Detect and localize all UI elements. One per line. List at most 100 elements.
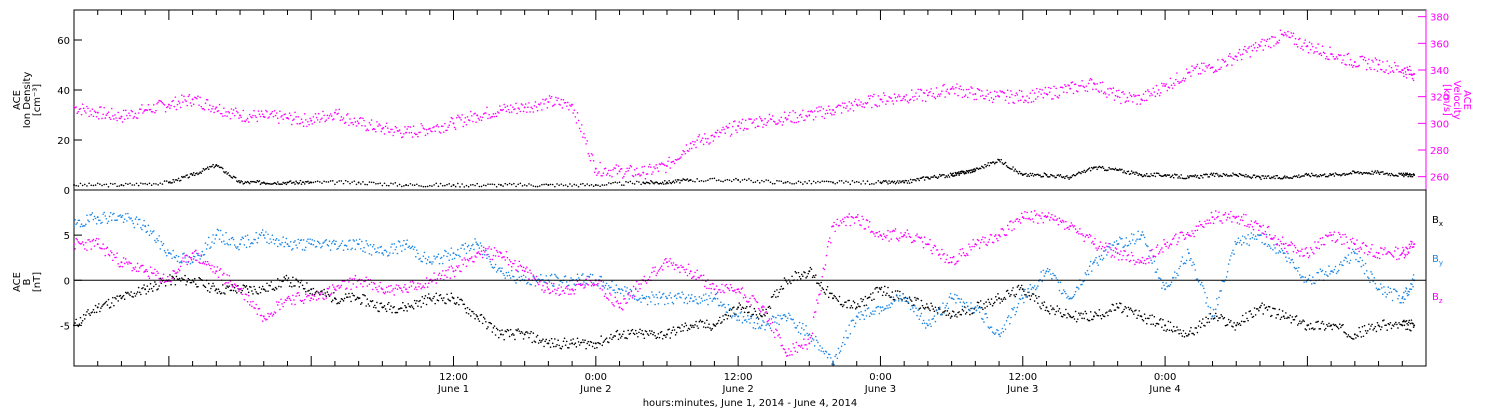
velocity-fill-point <box>542 99 544 101</box>
velocity-fill-point <box>443 131 445 133</box>
by-fill-point <box>211 241 213 243</box>
bx-fill-point <box>798 272 800 274</box>
by-fill-point <box>665 296 667 298</box>
density-fill-point <box>768 180 770 182</box>
density-fill-point <box>1145 175 1147 177</box>
velocity-fill-point <box>465 117 467 119</box>
velocity-fill-point <box>725 126 727 128</box>
velocity-fill-point <box>448 124 450 126</box>
density-fill-point <box>699 180 701 182</box>
density-fill-point <box>522 185 524 187</box>
velocity-fill-point <box>396 127 398 129</box>
by-fill-point <box>74 219 76 221</box>
by-fill-point <box>96 223 98 225</box>
velocity-fill-point <box>1101 90 1103 92</box>
velocity-point <box>642 172 644 174</box>
velocity-fill-point <box>309 118 311 120</box>
velocity-fill-point <box>562 107 564 109</box>
by-fill-point <box>738 319 740 321</box>
bx-fill-point <box>1310 323 1312 325</box>
bx-fill-point <box>1166 329 1168 331</box>
by-fill-point <box>385 249 387 251</box>
density-fill-point <box>487 183 489 185</box>
velocity-fill-point <box>922 100 924 102</box>
velocity-fill-point <box>1254 47 1256 49</box>
by-fill-point <box>255 232 257 234</box>
by-fill-point <box>751 315 753 317</box>
density-fill-point <box>889 182 891 184</box>
bx-fill-point <box>1142 319 1144 321</box>
density-fill-point <box>244 183 246 185</box>
density-fill-point <box>963 171 965 173</box>
by-fill-point <box>389 252 391 254</box>
bx-fill-point <box>79 323 81 325</box>
by-fill-point <box>789 315 791 317</box>
by-fill-point <box>610 287 612 289</box>
velocity-fill-point <box>987 93 989 95</box>
velocity-fill-point <box>1107 88 1109 90</box>
velocity-fill-point <box>261 110 263 112</box>
bx-fill-point <box>815 274 817 276</box>
velocity-fill-point <box>1244 46 1246 48</box>
bx-fill-point <box>1014 296 1016 298</box>
bx-fill-point <box>87 309 89 311</box>
by-fill-point <box>681 291 683 293</box>
by-fill-point <box>916 315 918 317</box>
by-fill-point <box>479 247 481 249</box>
velocity-fill-point <box>829 109 831 111</box>
by-fill-point <box>280 244 282 246</box>
density-fill-point <box>744 179 746 181</box>
density-fill-point <box>382 185 384 187</box>
bx-fill-point <box>1302 319 1304 321</box>
bx-fill-point <box>161 283 163 285</box>
velocity-fill-point <box>480 116 482 118</box>
density-fill-point <box>309 181 311 183</box>
by-fill-point <box>857 316 859 318</box>
bx-fill-point <box>639 329 641 331</box>
velocity-fill-point <box>1095 88 1097 90</box>
velocity-fill-point <box>82 103 84 105</box>
density-fill-point <box>970 172 972 174</box>
by-fill-point <box>150 230 152 232</box>
velocity-fill-point <box>280 116 282 118</box>
by-fill-point <box>815 336 817 338</box>
by-fill-point <box>504 277 506 279</box>
velocity-fill-point <box>735 129 737 131</box>
by-fill-point <box>750 318 752 320</box>
bx-fill-point <box>184 275 186 277</box>
by-fill-point <box>667 303 669 305</box>
velocity-fill-point <box>417 136 419 138</box>
by-fill-point <box>1297 270 1299 272</box>
bx-fill-point <box>1325 328 1327 330</box>
velocity-fill-point <box>409 132 411 134</box>
velocity-fill-point <box>330 113 332 115</box>
by-fill-point <box>1270 247 1272 249</box>
by-fill-point <box>659 291 661 293</box>
velocity-fill-point <box>1047 94 1049 96</box>
bx-fill-point <box>769 306 771 308</box>
density-point <box>453 184 455 186</box>
bx-fill-point <box>1407 324 1409 326</box>
by-fill-point <box>1059 290 1061 292</box>
bx-fill-point <box>492 331 494 333</box>
xtick-time-label: 12:00 <box>439 372 468 383</box>
density-fill-point <box>80 183 82 185</box>
density-fill-point <box>826 180 828 182</box>
bx-fill-point <box>385 308 387 310</box>
velocity-fill-point <box>1186 68 1188 70</box>
by-fill-point <box>869 316 871 318</box>
by-fill-point <box>392 252 394 254</box>
by-fill-point <box>386 251 388 253</box>
velocity-fill-point <box>123 110 125 112</box>
xtick-time-label: 0:00 <box>1154 372 1176 383</box>
bx-fill-point <box>465 308 467 310</box>
density-fill-point <box>1032 173 1034 175</box>
velocity-fill-point <box>819 110 821 112</box>
velocity-fill-point <box>95 112 97 114</box>
by-fill-point <box>351 247 353 249</box>
velocity-fill-point <box>1094 84 1096 86</box>
bx-fill-point <box>1275 317 1277 319</box>
bx-fill-point <box>647 333 649 335</box>
velocity-fill-point <box>301 118 303 120</box>
by-fill-point <box>102 213 104 215</box>
